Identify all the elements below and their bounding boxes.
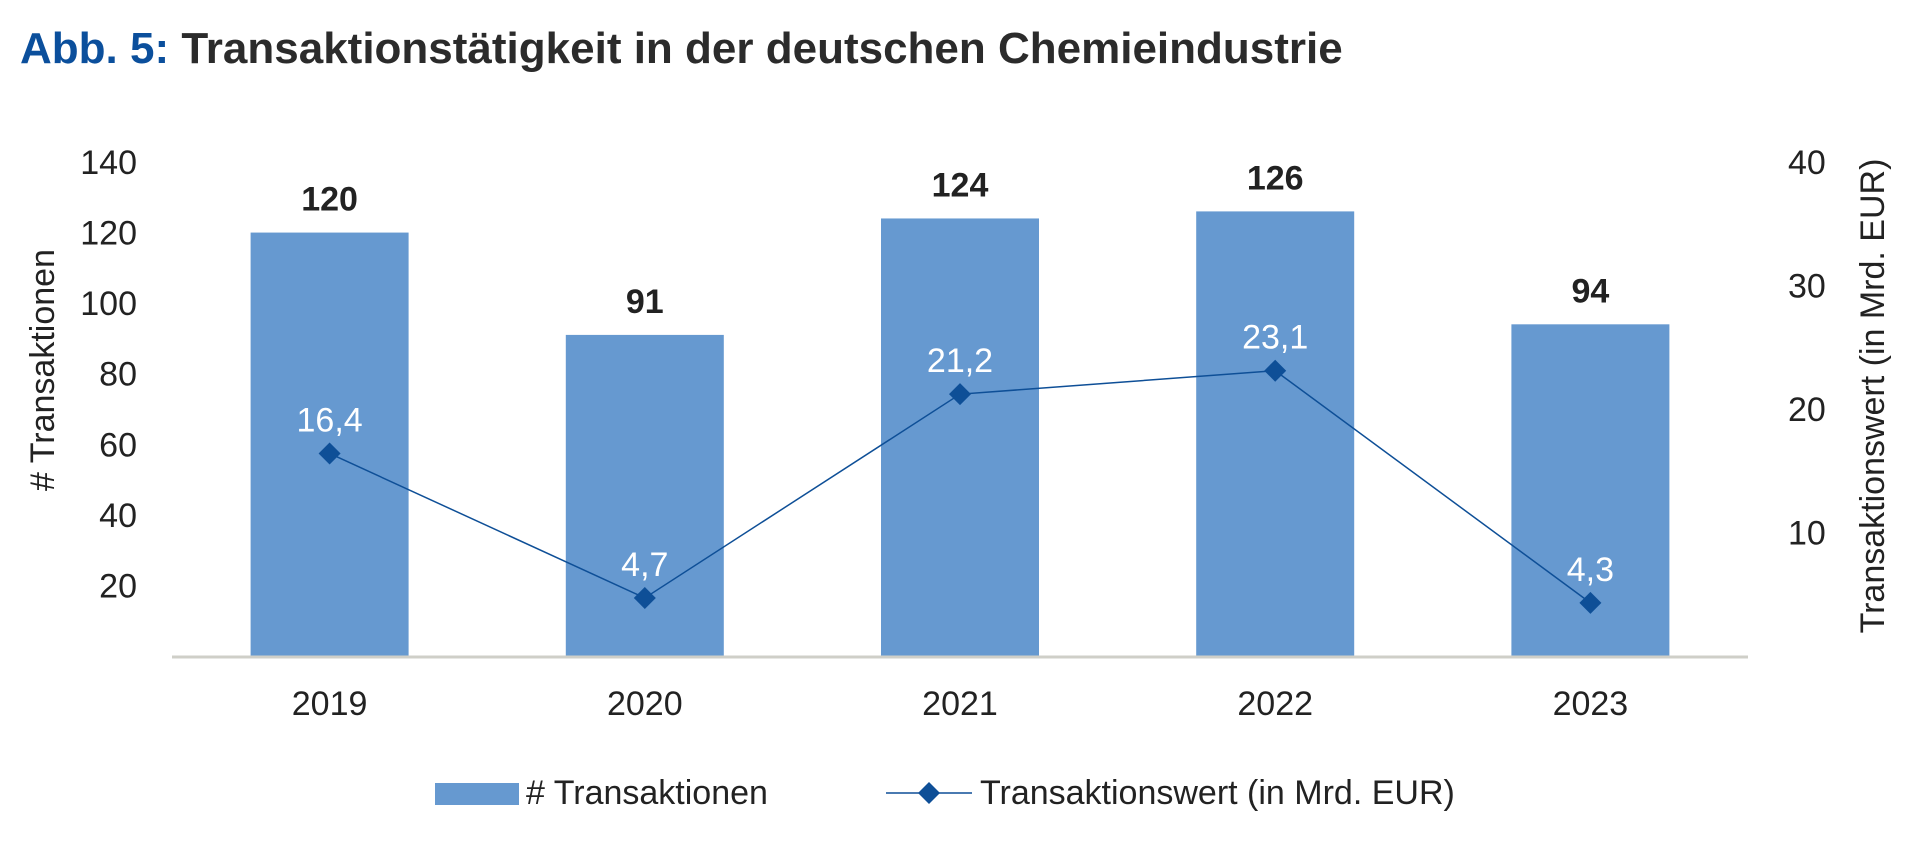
y2-tick-label-40: 40 — [1788, 144, 1826, 182]
chart-title-text: Transaktionstätigkeit in der deutschen C… — [181, 24, 1343, 73]
x-tick-label-2021: 2021 — [922, 685, 998, 723]
chart-title: Abb. 5: Transaktionstätigkeit in der deu… — [20, 24, 1343, 74]
value-label-2021: 21,2 — [927, 342, 993, 380]
legend-line-label: Transaktionswert (in Mrd. EUR) — [980, 774, 1455, 812]
y2-tick-label-30: 30 — [1788, 268, 1826, 306]
value-marker-2021 — [949, 383, 971, 406]
value-label-2020: 4,7 — [621, 546, 668, 584]
y-tick-label-100: 100 — [80, 285, 137, 323]
value-marker-2020 — [633, 586, 656, 609]
bar-2022 — [1196, 211, 1355, 656]
legend-bar-label: # Transaktionen — [526, 774, 768, 812]
y-tick-label-80: 80 — [99, 356, 137, 394]
x-tick-label-2023: 2023 — [1553, 685, 1629, 723]
x-tick-label-2022: 2022 — [1237, 685, 1313, 723]
y-tick-label-40: 40 — [99, 497, 137, 535]
legend-line-marker — [918, 782, 940, 804]
value-marker-2019 — [318, 442, 341, 465]
y-tick-label-120: 120 — [80, 215, 137, 253]
bar-label-2019: 120 — [301, 181, 358, 219]
value-marker-2023 — [1579, 591, 1602, 614]
bar-label-2020: 91 — [626, 283, 664, 321]
value-label-2022: 23,1 — [1242, 319, 1308, 357]
y2-tick-label-20: 20 — [1788, 391, 1826, 429]
value-label-2019: 16,4 — [297, 401, 363, 439]
value-label-2023: 4,3 — [1567, 551, 1614, 589]
value-marker-2022 — [1264, 359, 1287, 382]
legend-bar-swatch — [435, 783, 519, 805]
bar-label-2023: 94 — [1571, 272, 1609, 310]
chart-title-prefix: Abb. 5: — [20, 24, 170, 73]
y-tick-label-60: 60 — [99, 426, 137, 464]
x-tick-label-2019: 2019 — [292, 685, 368, 723]
y-tick-label-140: 140 — [80, 144, 137, 182]
y2-tick-label-10: 10 — [1788, 515, 1826, 553]
x-tick-label-2020: 2020 — [607, 685, 683, 723]
bar-label-2022: 126 — [1247, 159, 1304, 197]
y-axis-title: # Transaktionen — [24, 249, 62, 491]
y-tick-label-20: 20 — [99, 567, 137, 605]
bar-label-2021: 124 — [932, 166, 989, 204]
bar-2021 — [881, 218, 1039, 656]
y2-axis-title: Transaktionswert (in Mrd. EUR) — [1854, 159, 1892, 634]
